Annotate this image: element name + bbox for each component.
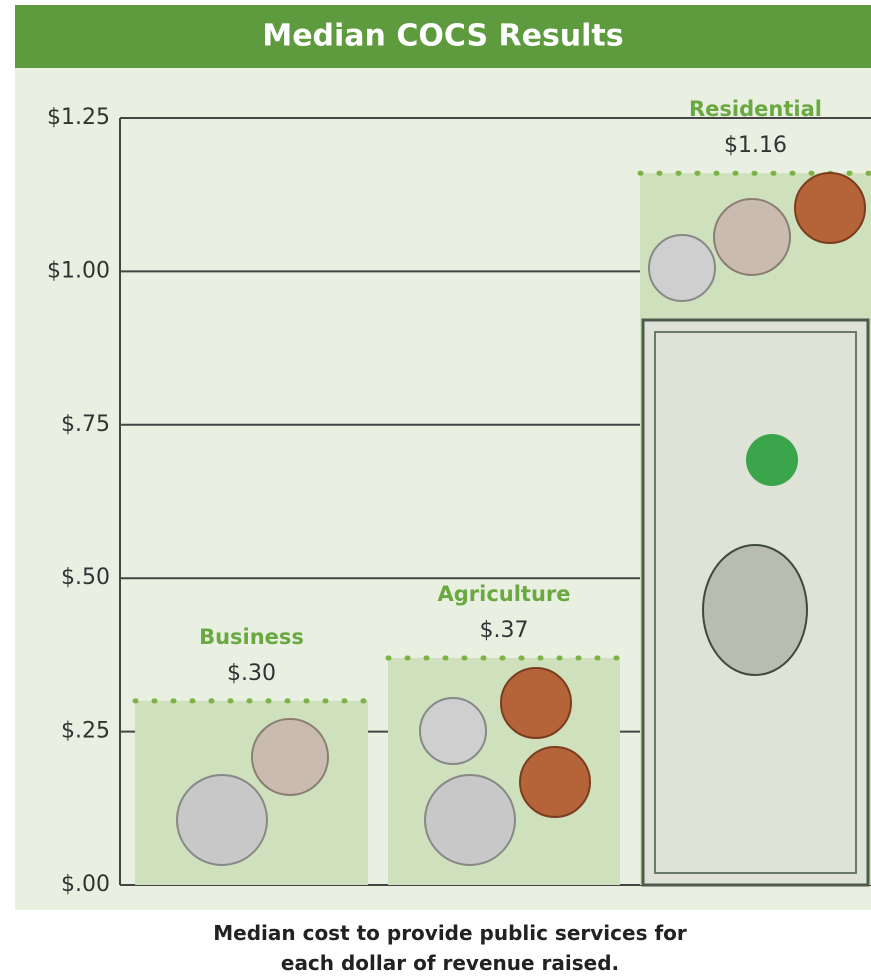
quarter (425, 775, 515, 865)
y-tick-label: $1.25 (47, 105, 110, 130)
quarter (177, 775, 267, 865)
dime (420, 698, 486, 764)
page: Median COCS Results $.00 $.25 $.50 $.75 $1.0… (0, 0, 871, 979)
chart-title: Median COCS Results (262, 19, 623, 54)
x-axis-label: Median cost to provide public services f… (190, 918, 710, 978)
nickel (714, 199, 790, 275)
chart: Median COCS Results $.00 $.25 $.50 $.75 $1.0… (0, 0, 871, 910)
category-label: Residential (689, 97, 822, 121)
penny (795, 173, 865, 243)
value-label: $1.16 (724, 133, 787, 158)
category-label: Agriculture (437, 582, 570, 606)
y-tick-label: $1.00 (47, 258, 110, 283)
nickel (252, 719, 328, 795)
value-label: $.30 (227, 661, 276, 686)
bill-seal (746, 434, 798, 486)
bill-portrait (703, 545, 807, 675)
dime (649, 235, 715, 301)
penny (520, 747, 590, 817)
y-tick-label: $.50 (61, 565, 110, 590)
penny (501, 668, 571, 738)
y-tick-label: $.75 (61, 412, 110, 437)
y-tick-label: $.25 (61, 719, 110, 744)
value-label: $.37 (480, 618, 529, 643)
y-tick-label: $.00 (61, 872, 110, 897)
category-label: Business (199, 625, 304, 649)
